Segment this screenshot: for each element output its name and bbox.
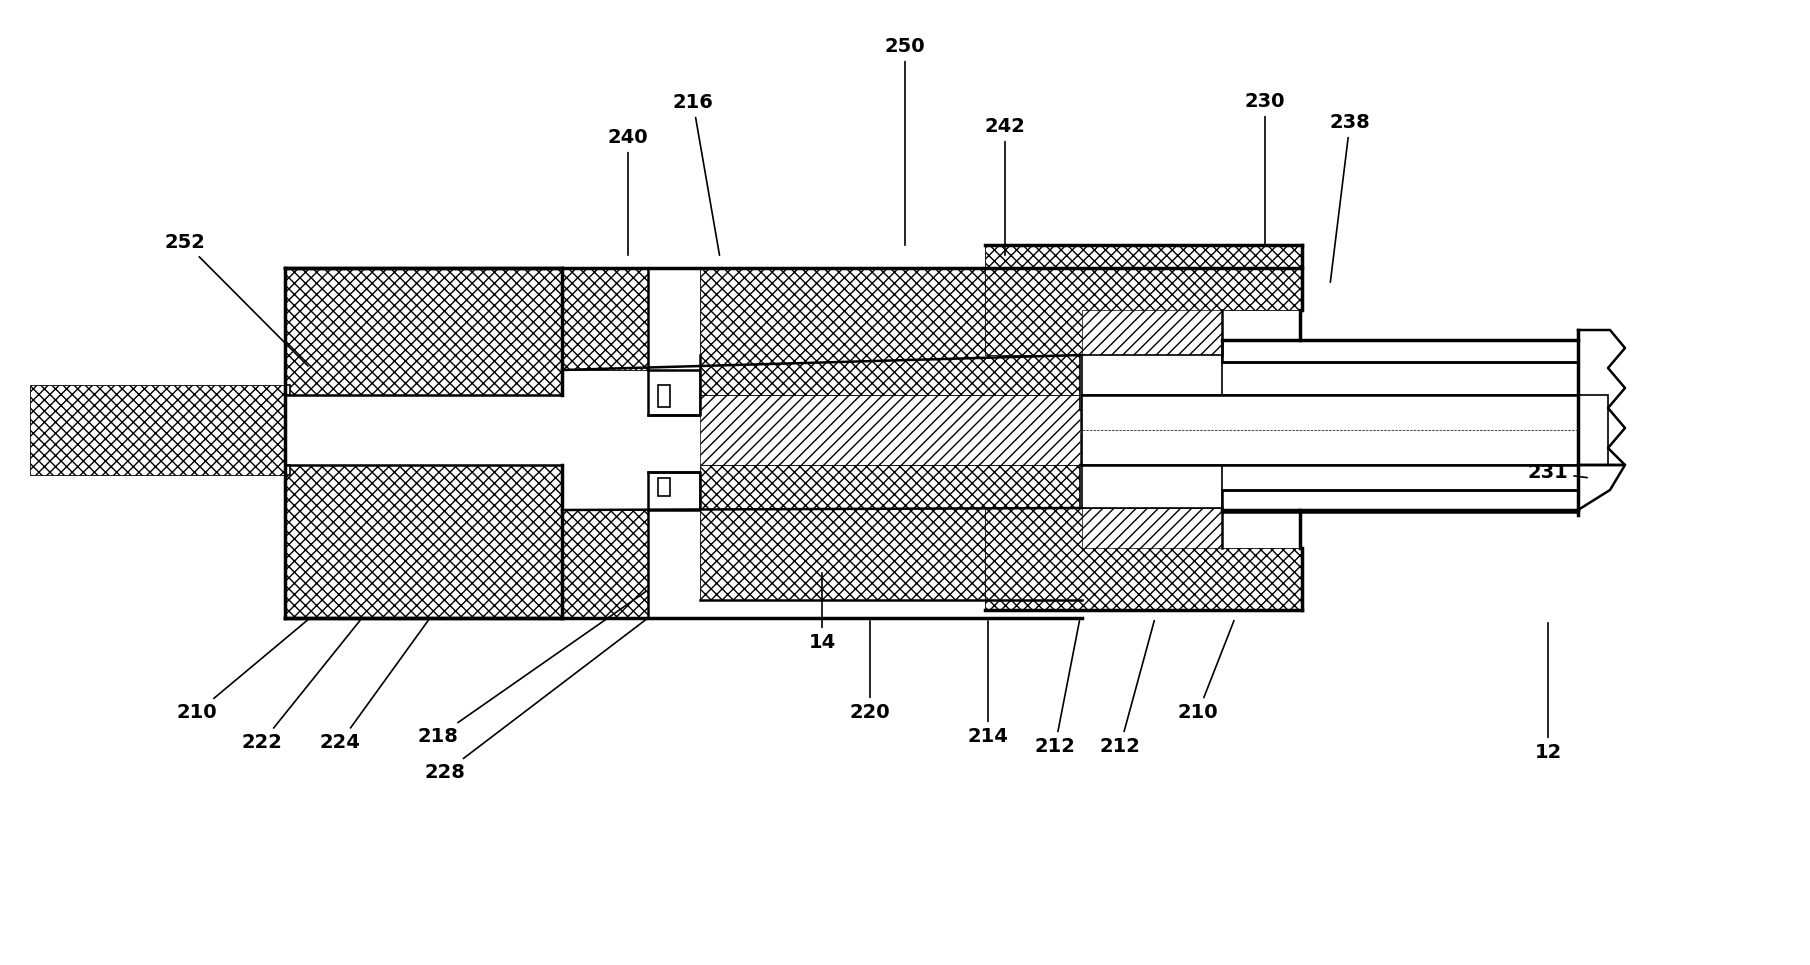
Bar [1578,395,1607,465]
Text: 238: 238 [1330,113,1370,282]
Text: 220: 220 [849,620,891,722]
Text: 14: 14 [809,573,836,652]
Polygon shape [700,395,1081,465]
Bar [1082,435,1222,508]
Text: 228: 228 [425,620,646,782]
Polygon shape [561,510,648,618]
Text: 216: 216 [673,93,720,256]
Text: 212: 212 [1099,620,1155,756]
Text: 224: 224 [320,620,429,752]
Polygon shape [985,508,1301,610]
Text: 210: 210 [177,620,308,722]
Bar [1081,465,1084,508]
Bar [1222,490,1578,512]
Text: 242: 242 [985,117,1026,255]
Text: 210: 210 [1178,620,1234,722]
Text: 240: 240 [608,128,648,255]
Text: 250: 250 [885,37,925,245]
Bar [659,385,670,407]
Text: 212: 212 [1035,620,1079,756]
Text: 222: 222 [241,620,360,752]
Polygon shape [561,268,648,370]
Polygon shape [1082,508,1222,548]
Text: 252: 252 [165,233,308,366]
Bar [648,472,700,510]
Bar [1082,355,1222,430]
Polygon shape [284,385,290,395]
Bar [659,478,670,496]
Polygon shape [284,465,561,618]
Bar [1222,340,1578,362]
Polygon shape [1082,310,1222,355]
Bar [1081,355,1084,410]
Polygon shape [700,268,1082,395]
Text: 231: 231 [1528,463,1587,482]
Polygon shape [284,465,290,475]
Text: 214: 214 [968,620,1008,746]
Polygon shape [985,245,1301,355]
Text: 12: 12 [1535,622,1562,762]
Bar [648,370,700,415]
Text: 218: 218 [418,592,646,746]
Bar [1082,395,1578,465]
Polygon shape [31,385,284,475]
Polygon shape [700,465,1082,600]
Polygon shape [284,268,561,395]
Text: 230: 230 [1245,92,1285,245]
